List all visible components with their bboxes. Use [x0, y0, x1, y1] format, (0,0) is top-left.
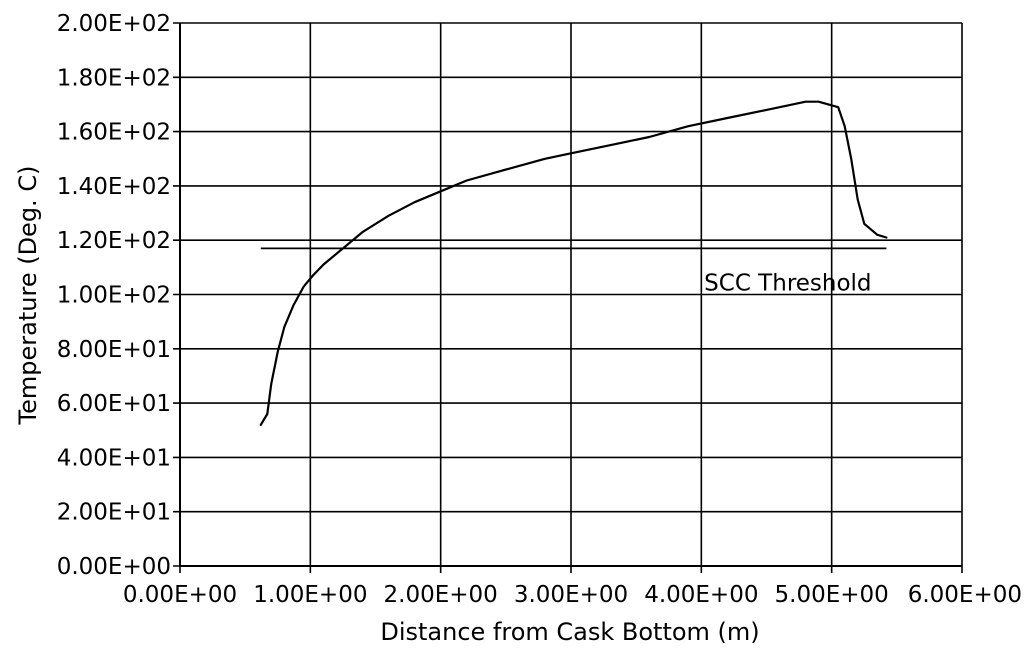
y-tick-label: 2.00E+01 [57, 500, 171, 526]
x-tick-label: 5.00E+00 [775, 582, 889, 608]
y-tick-label: 1.00E+02 [57, 283, 171, 309]
y-tick-label: 1.40E+02 [57, 174, 171, 200]
x-tick-label: 0.00E+00 [123, 582, 237, 608]
x-axis-title: Distance from Cask Bottom (m) [380, 618, 759, 646]
series-layer [261, 102, 887, 425]
x-tick-label: 1.00E+00 [253, 582, 367, 608]
y-tick-label: 1.20E+02 [57, 228, 171, 254]
threshold-layer: SCC Threshold [261, 248, 887, 296]
x-tick-label: 2.00E+00 [384, 582, 498, 608]
y-tick-label: 0.00E+00 [57, 554, 171, 580]
x-tick-label: 6.00E+00 [908, 582, 1022, 608]
y-tick-label: 8.00E+01 [57, 337, 171, 363]
y-tick-label: 1.80E+02 [57, 65, 171, 91]
x-tick-label: 3.00E+00 [514, 582, 628, 608]
y-axis-title: Temperature (Deg. C) [14, 166, 42, 426]
tick-labels: 0.00E+00 2.00E+01 4.00E+01 6.00E+01 8.00E+01… [57, 11, 1022, 608]
grid-lines [173, 23, 962, 573]
y-tick-label: 4.00E+01 [57, 445, 171, 471]
y-tick-label: 2.00E+02 [57, 11, 171, 37]
y-tick-label: 6.00E+01 [57, 391, 171, 417]
scc-threshold-label: SCC Threshold [704, 270, 871, 296]
temperature-series-line [261, 102, 887, 425]
y-tick-label: 1.60E+02 [57, 120, 171, 146]
x-tick-label: 4.00E+00 [644, 582, 758, 608]
